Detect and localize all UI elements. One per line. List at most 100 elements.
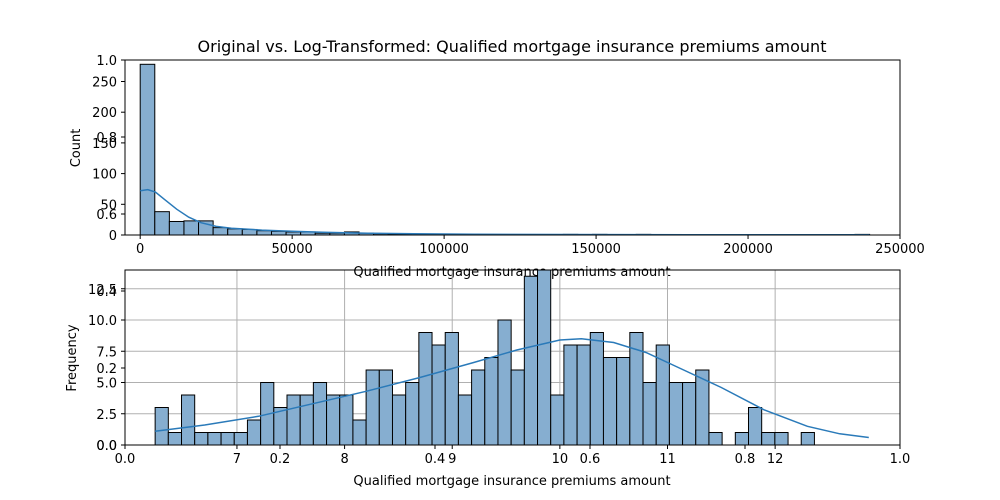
histogram-bar [444, 332, 459, 446]
bottom-kde-line [155, 338, 869, 439]
x-tick-label: 10 [552, 452, 569, 467]
histogram-bar [405, 382, 420, 446]
x-tick-label: 7 [233, 452, 241, 467]
histogram-bar [589, 332, 604, 446]
histogram-bar [154, 407, 169, 446]
top-axes-frame [124, 59, 901, 236]
y-tick-label: 0 [109, 229, 117, 244]
histogram-bar [312, 382, 328, 446]
histogram-bar [227, 228, 243, 236]
y-tick-label: 200 [92, 106, 117, 121]
overlay-y-tick-label: 0.2 [96, 362, 117, 377]
overlay-y-tick-label: 0.8 [96, 131, 117, 146]
histogram-bar [682, 382, 697, 446]
histogram-bar [326, 394, 341, 446]
histogram-bar [273, 407, 288, 446]
overlay-x-tick-label: 1.0 [890, 452, 911, 467]
histogram-bar [352, 419, 367, 446]
histogram-bar [550, 394, 565, 446]
histogram-bar [510, 369, 525, 446]
bottom-x-ticks: 7 8 9 10 11 12 [233, 445, 784, 467]
overlay-x-tick-label: 0.4 [425, 452, 446, 467]
x-tick-label: 100000 [419, 242, 469, 257]
histogram-bar [418, 332, 433, 446]
histogram-bar [800, 432, 815, 446]
histogram-bar [602, 357, 618, 446]
x-tick-label: 50000 [271, 242, 312, 257]
histogram-bar [286, 394, 301, 446]
histogram-bar [139, 63, 156, 236]
top-y-ticks: 0 50 100 150 200 250 [92, 75, 125, 244]
x-tick-label: 12 [767, 452, 784, 467]
overlay-x-tick-label: 0.8 [735, 452, 756, 467]
bottom-y-ticks: 0.0 2.5 5.0 7.5 10.0 12.5 [88, 283, 125, 454]
histogram-bar [747, 407, 763, 446]
overlay-x-tick-label: 0.0 [115, 452, 136, 467]
histogram-log-transformed: 7 8 9 10 11 12 0.0 2.5 5.0 7.5 10.0 12.5 Qualified… [65, 269, 901, 489]
y-tick-label: 150 [92, 137, 117, 152]
x-tick-label: 11 [659, 452, 676, 467]
y-tick-label: 100 [92, 168, 117, 183]
histogram-bar [233, 432, 248, 446]
bottom-bars [154, 269, 815, 446]
x-tick-label: 250000 [875, 242, 925, 257]
histogram-bar [642, 382, 657, 446]
bottom-x-axis-label: Qualified mortgage insurance premiums am… [353, 474, 670, 489]
histogram-bar [457, 394, 473, 446]
histogram-bar [523, 275, 539, 446]
y-tick-label: 12.5 [88, 283, 117, 298]
histogram-bar [220, 432, 235, 446]
histogram-bar [212, 227, 229, 236]
top-x-ticks: 0 50000 100000 150000 200000 250000 [136, 235, 925, 257]
histogram-bar [576, 344, 591, 446]
y-tick-label: 10.0 [88, 314, 117, 329]
x-tick-label: 8 [340, 452, 348, 467]
histogram-bar [431, 344, 446, 446]
figure-title: Original vs. Log-Transformed: Qualified … [198, 37, 827, 56]
histogram-bar [168, 220, 185, 236]
histogram-bar [761, 432, 776, 446]
y-tick-label: 0.0 [96, 439, 117, 454]
histogram-bar [207, 432, 222, 446]
histogram-bar [734, 432, 749, 446]
y-tick-label: 5.0 [96, 377, 117, 392]
y-tick-label: 7.5 [96, 345, 117, 360]
x-tick-label: 150000 [571, 242, 621, 257]
histogram-bar [365, 369, 380, 446]
histogram-bar [484, 357, 499, 446]
histogram-bar [537, 269, 552, 446]
overlay-y-tick-label: 0.0 [96, 439, 117, 454]
histogram-bar [154, 211, 170, 236]
histogram-bar [246, 419, 262, 446]
bottom-y-axis-label: Frequency [65, 324, 80, 391]
x-tick-label: 0 [136, 242, 144, 257]
y-tick-label: 250 [92, 75, 117, 90]
histogram-original: 0 50000 100000 150000 200000 250000 0 50 100 150… [69, 59, 925, 280]
histogram-bar [563, 344, 578, 446]
overlay-x-tick-label: 0.2 [270, 452, 291, 467]
histogram-bar [339, 394, 354, 446]
overlay-y-tick-label: 1.0 [96, 54, 117, 69]
histogram-bar [194, 432, 209, 446]
histogram-bar [181, 394, 196, 446]
histogram-bar [708, 432, 723, 446]
histogram-bar [256, 230, 272, 236]
bottom-axes-frame [124, 269, 901, 446]
histogram-bar [183, 220, 200, 236]
overlay-y-tick-label: 0.6 [96, 208, 117, 223]
histogram-bar [270, 230, 287, 236]
histogram-bar [616, 357, 631, 446]
overlay-x-tick-label: 0.6 [580, 452, 601, 467]
overlay-y-tick-label: 0.4 [96, 285, 117, 300]
overlay-axis: 0.0 0.2 0.4 0.6 0.8 1.0 0.0 0.2 0.4 0.6 0.8 1.0 [96, 54, 910, 467]
top-y-axis-label: Count [69, 129, 84, 168]
top-kde-line [140, 188, 870, 236]
histogram-bar [299, 394, 314, 446]
histogram-bar [497, 319, 512, 446]
histogram-bar [774, 432, 789, 446]
histogram-bar [391, 394, 407, 446]
histogram-bar [378, 369, 393, 446]
x-tick-label: 9 [448, 452, 456, 467]
histogram-bar [471, 369, 486, 446]
